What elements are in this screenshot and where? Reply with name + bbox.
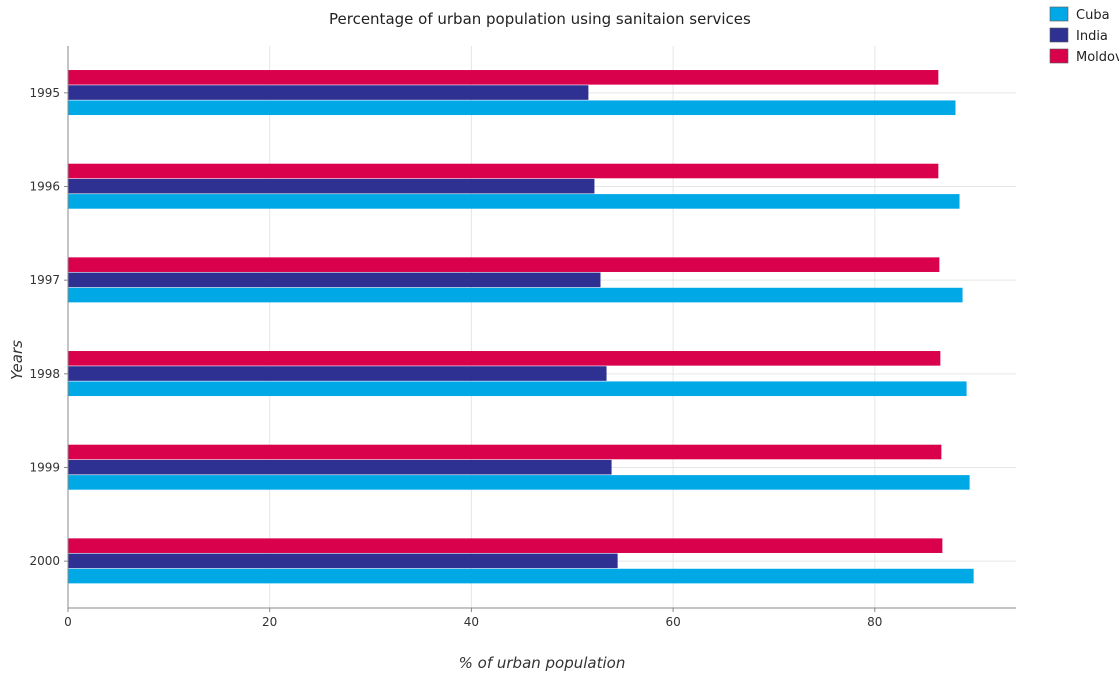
legend-label-moldova: Moldova	[1076, 50, 1119, 65]
y-axis-label: Years	[8, 340, 26, 380]
legend-label-india: India	[1076, 29, 1108, 44]
x-tick-label: 80	[867, 615, 882, 629]
x-tick-label: 40	[464, 615, 479, 629]
bar-moldova-1995	[68, 70, 939, 85]
bar-moldova-2000	[68, 538, 943, 553]
bar-moldova-1997	[68, 257, 940, 272]
legend-swatch-cuba	[1049, 6, 1069, 22]
bar-india-1998	[68, 366, 607, 381]
bar-cuba-1997	[68, 287, 963, 303]
x-axis-label: % of urban population	[459, 654, 626, 672]
legend: Cuba India Moldova	[1049, 6, 1119, 65]
plot-area: 0 20 40 60 80 1995 1996 1997 1998 1999 2000	[29, 46, 1016, 629]
y-tick-label: 2000	[29, 554, 60, 568]
bar-cuba-1995	[68, 100, 956, 116]
bar-cuba-2000	[68, 568, 974, 584]
x-tick-label: 0	[64, 615, 72, 629]
plot-background	[68, 46, 1016, 608]
chart-title: Percentage of urban population using san…	[329, 10, 751, 28]
legend-swatch-india	[1049, 27, 1069, 43]
bar-moldova-1998	[68, 351, 941, 366]
bar-cuba-1998	[68, 381, 967, 397]
x-tick-label: 60	[665, 615, 680, 629]
bar-india-1999	[68, 459, 612, 475]
bar-moldova-1999	[68, 444, 942, 460]
bar-india-1997	[68, 272, 601, 288]
y-tick-label: 1995	[29, 86, 60, 100]
y-tick-label: 1999	[29, 461, 60, 475]
bar-india-1995	[68, 85, 589, 100]
legend-label-cuba: Cuba	[1076, 8, 1110, 23]
y-tick-label: 1998	[29, 367, 60, 381]
y-tick-label: 1997	[29, 273, 60, 287]
y-tick-label: 1996	[29, 180, 60, 194]
bar-india-2000	[68, 553, 618, 569]
bar-cuba-1999	[68, 475, 970, 490]
bar-moldova-1996	[68, 163, 939, 179]
bar-cuba-1996	[68, 194, 960, 209]
x-tick-label: 20	[262, 615, 277, 629]
legend-swatch-moldova	[1049, 48, 1069, 64]
bar-india-1996	[68, 178, 595, 194]
